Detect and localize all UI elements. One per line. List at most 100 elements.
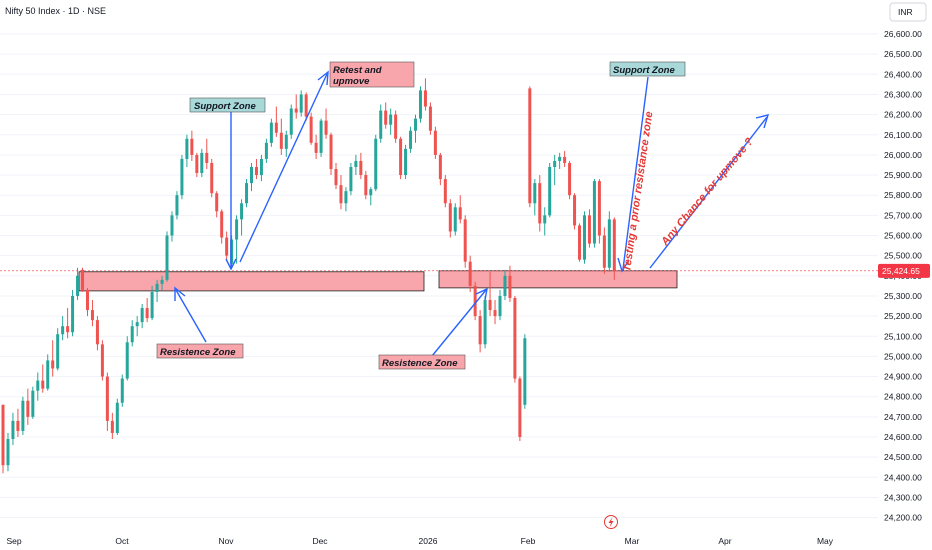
- y-tick-label: 24,500.00: [884, 452, 922, 462]
- candle-up: [61, 326, 65, 335]
- candle-down: [105, 376, 109, 421]
- y-tick-label: 25,100.00: [884, 331, 922, 341]
- candle-down: [563, 156, 567, 163]
- candle-up: [289, 108, 293, 135]
- candle-up: [135, 322, 139, 327]
- candle-up: [125, 342, 129, 379]
- arrow-resistance-2: [431, 287, 488, 357]
- candle-down: [145, 308, 149, 319]
- y-tick-label: 24,700.00: [884, 412, 922, 422]
- candle-up: [175, 195, 179, 216]
- candle-down: [324, 120, 328, 135]
- candle-up: [548, 166, 552, 216]
- y-tick-label: 25,900.00: [884, 170, 922, 180]
- candle-down: [428, 106, 432, 131]
- y-tick-label: 26,100.00: [884, 130, 922, 140]
- candle-down: [394, 114, 398, 139]
- candle-down: [190, 138, 194, 155]
- candle-up: [379, 110, 383, 139]
- candle-up: [354, 160, 358, 167]
- candle-down: [493, 310, 497, 317]
- candle-up: [56, 334, 60, 369]
- candle-down: [463, 219, 467, 262]
- y-tick-label: 24,600.00: [884, 432, 922, 442]
- candle-down: [279, 132, 283, 149]
- candle-down: [1, 404, 5, 466]
- candle-up: [185, 138, 189, 159]
- candle-down: [205, 152, 209, 163]
- candle-up: [140, 308, 144, 323]
- candle-up: [284, 134, 288, 149]
- candle-up: [264, 142, 268, 159]
- candle-up: [130, 326, 134, 343]
- currency-badge[interactable]: INR: [889, 2, 927, 22]
- candle-up: [240, 203, 244, 220]
- candle-up: [404, 148, 408, 176]
- candle-up: [31, 390, 35, 417]
- candle-up: [115, 402, 119, 433]
- chart-title: Nifty 50 Index · 1D · NSE: [5, 6, 106, 16]
- candle-up: [592, 181, 596, 244]
- y-tick-label: 25,000.00: [884, 351, 922, 361]
- candle-down: [473, 285, 477, 317]
- y-axis[interactable]: 26,600.00 26,500.00 26,400.00 26,300.00 26,2…: [884, 29, 922, 523]
- candle-down: [339, 185, 343, 204]
- candle-up: [170, 215, 174, 236]
- candle-down: [81, 269, 85, 290]
- candle-up: [71, 295, 75, 333]
- candle-down: [433, 130, 437, 155]
- label-retest-line1: Retest and: [333, 65, 382, 76]
- currency-label: INR: [898, 7, 913, 17]
- candle-up: [120, 378, 124, 403]
- candle-down: [364, 175, 368, 196]
- candle-down: [587, 215, 591, 244]
- candle-down: [254, 166, 258, 176]
- candle-down: [90, 310, 94, 321]
- y-tick-label: 24,900.00: [884, 372, 922, 382]
- candle-up: [250, 166, 253, 184]
- arrow-retest-upmove: [239, 70, 329, 263]
- x-axis[interactable]: Sep Oct Nov Dec 2026 Feb Mar Apr May: [6, 536, 833, 546]
- candle-up: [543, 215, 547, 224]
- candle-down: [573, 195, 577, 226]
- candle-up: [553, 160, 557, 167]
- candle-down: [215, 193, 219, 212]
- candle-up: [453, 207, 457, 232]
- candle-down: [51, 360, 55, 369]
- candle-down: [16, 420, 20, 431]
- y-tick-label: 25,800.00: [884, 190, 922, 200]
- candle-up: [6, 439, 10, 466]
- candle-down: [458, 207, 462, 220]
- last-price-value: 25,424.65: [882, 266, 920, 276]
- label-support-1: Support Zone: [189, 97, 266, 113]
- arrow-any-chance: [649, 114, 770, 269]
- candle-down: [85, 289, 89, 311]
- candle-up: [46, 360, 50, 389]
- x-tick-label: Oct: [115, 536, 129, 546]
- label-retest: Retest and upmove: [329, 61, 415, 88]
- candle-down: [443, 179, 447, 204]
- candle-down: [448, 203, 452, 232]
- candle-down: [578, 225, 582, 260]
- candle-down: [568, 162, 572, 196]
- grid-layer: [0, 33, 878, 519]
- candle-down: [602, 235, 606, 268]
- lightning-icon[interactable]: [604, 515, 618, 529]
- y-tick-label: 25,500.00: [884, 251, 922, 261]
- resistance-zone-box: [78, 271, 425, 292]
- candle-up: [533, 183, 537, 204]
- candle-up: [483, 299, 487, 345]
- candle-down: [95, 320, 99, 345]
- candle-down: [438, 154, 442, 180]
- candle-up: [607, 219, 611, 268]
- candle-up: [369, 189, 373, 196]
- x-tick-label: 2026: [419, 536, 438, 546]
- candle-up: [160, 279, 164, 284]
- candle-down: [210, 162, 214, 194]
- arrow-resistance-1: [174, 286, 207, 343]
- x-tick-label: Feb: [521, 536, 536, 546]
- candle-up: [498, 295, 502, 317]
- arrow-support-2: [617, 76, 649, 273]
- candle-up: [414, 118, 418, 131]
